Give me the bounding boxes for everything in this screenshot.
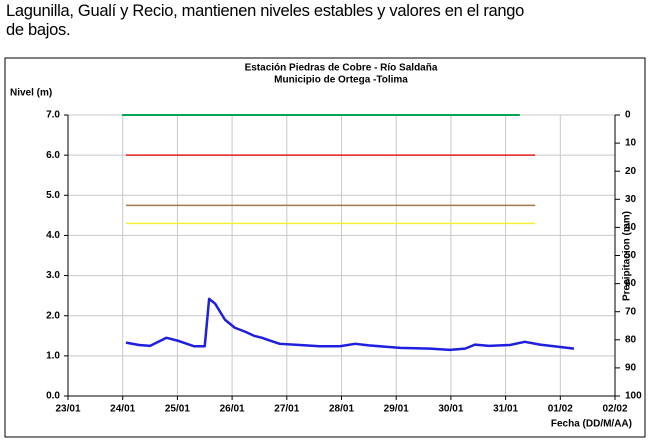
- y2-tick-label: 20: [625, 166, 637, 177]
- y2-tick-label: 100: [625, 391, 642, 402]
- x-tick-label: 01/02: [548, 404, 573, 415]
- x-tick-label: 25/01: [165, 404, 190, 415]
- x-tick-label: 27/01: [274, 404, 299, 415]
- x-tick-label: 28/01: [329, 404, 354, 415]
- y-tick-label: 3.0: [46, 270, 60, 281]
- y2-tick-label: 90: [625, 363, 637, 374]
- y-tick-label: 1.0: [46, 350, 60, 361]
- y-tick-label: 0.0: [46, 391, 60, 402]
- x-tick-label: 23/01: [55, 404, 80, 415]
- y-tick-label: 4.0: [46, 230, 60, 241]
- y-tick-label: 5.0: [46, 190, 60, 201]
- y2-tick-label: 80: [625, 334, 637, 345]
- y-tick-label: 2.0: [46, 310, 60, 321]
- chart-title: Municipio de Ortega -Tolima: [274, 75, 408, 86]
- y2-tick-label: 50: [625, 250, 637, 261]
- x-tick-label: 31/01: [493, 404, 518, 415]
- text-line: Lagunilla, Gualí y Recio, mantienen nive…: [6, 2, 525, 20]
- x-tick-label: 29/01: [384, 404, 409, 415]
- text-line: de bajos.: [6, 21, 71, 39]
- y-tick-label: 7.0: [46, 110, 60, 121]
- y2-tick-label: 30: [625, 194, 637, 205]
- paragraph: Lagunilla, Gualí y Recio, mantienen nive…: [6, 2, 651, 40]
- y-tick-label: 6.0: [46, 150, 60, 161]
- y2-tick-label: 60: [625, 278, 637, 289]
- x-tick-label: 26/01: [220, 404, 245, 415]
- x-tick-label: 02/02: [602, 404, 627, 415]
- y2-tick-label: 0: [625, 110, 631, 121]
- y2-axis-label: Precipitacion (mm): [622, 211, 633, 301]
- y2-tick-label: 40: [625, 222, 637, 233]
- x-axis-label: Fecha (DD/M/AA): [551, 419, 632, 430]
- x-tick-label: 24/01: [110, 404, 135, 415]
- chart-title: Estación Piedras de Cobre - Río Saldaña: [245, 63, 438, 74]
- y-axis-label: Nivel (m): [10, 88, 52, 99]
- chart-frame: [4, 57, 646, 438]
- y2-tick-label: 10: [625, 138, 637, 149]
- x-tick-label: 30/01: [438, 404, 463, 415]
- series-line: [125, 297, 575, 352]
- y2-tick-label: 70: [625, 306, 637, 317]
